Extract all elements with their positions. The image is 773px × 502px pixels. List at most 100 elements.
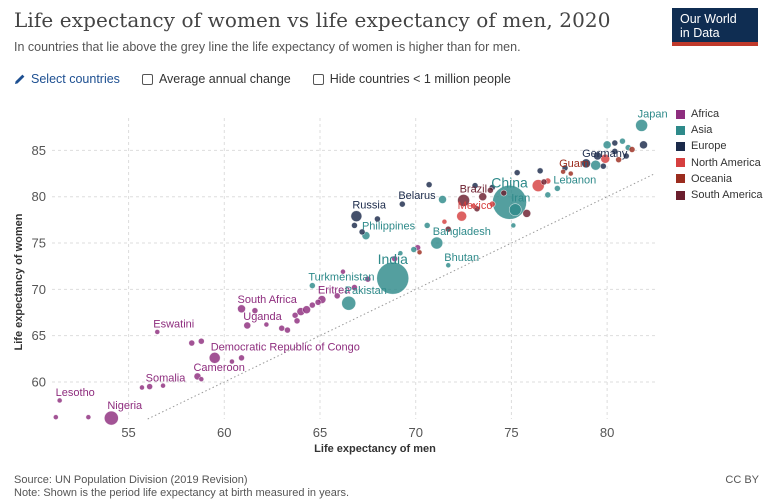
data-point[interactable] [590, 159, 601, 171]
data-point[interactable] [85, 414, 92, 420]
legend-item[interactable]: Asia [676, 122, 763, 138]
data-point[interactable] [635, 119, 648, 132]
data-point[interactable] [309, 282, 316, 289]
data-point[interactable] [581, 158, 591, 169]
data-point[interactable] [251, 307, 259, 314]
data-point[interactable] [293, 317, 301, 325]
legend-label: Asia [691, 124, 713, 137]
data-point[interactable] [139, 384, 145, 391]
data-point[interactable] [456, 210, 467, 222]
select-countries-button[interactable]: Select countries [14, 72, 120, 86]
data-point[interactable] [358, 228, 366, 236]
data-point[interactable] [397, 250, 404, 257]
data-point[interactable] [513, 169, 521, 176]
data-point[interactable] [500, 189, 508, 197]
average-annual-change-toggle[interactable]: Average annual change [141, 72, 291, 86]
data-point[interactable] [488, 200, 496, 208]
pencil-icon [15, 74, 25, 84]
data-point[interactable] [593, 151, 602, 161]
data-point[interactable] [445, 262, 452, 269]
data-point[interactable] [291, 311, 299, 319]
chart-title: Life expectancy of women vs life expecta… [14, 8, 611, 32]
data-point[interactable] [628, 146, 636, 153]
select-countries-label: Select countries [31, 72, 120, 86]
data-point[interactable] [351, 222, 358, 229]
data-point[interactable] [567, 170, 574, 177]
data-point[interactable] [243, 321, 252, 330]
data-point[interactable] [622, 152, 630, 160]
data-point[interactable] [544, 191, 552, 199]
data-point[interactable] [351, 284, 358, 291]
data-point[interactable] [444, 225, 452, 233]
hide-small-countries-toggle[interactable]: Hide countries < 1 million people [312, 72, 511, 86]
data-point[interactable] [350, 210, 363, 222]
data-point[interactable] [410, 246, 418, 253]
owid-logo[interactable]: Our World in Data [672, 8, 758, 46]
data-point[interactable] [309, 301, 316, 309]
data-point[interactable] [508, 203, 522, 216]
x-tick-label: 80 [600, 425, 614, 440]
data-point[interactable] [188, 339, 196, 347]
legend-item[interactable]: South America [676, 187, 763, 203]
data-point[interactable] [53, 414, 59, 420]
legend-item[interactable]: Europe [676, 138, 763, 154]
data-point[interactable] [154, 329, 161, 335]
data-point[interactable] [611, 148, 619, 155]
data-point[interactable] [302, 305, 311, 315]
data-point[interactable] [56, 397, 63, 404]
data-point[interactable] [471, 182, 479, 189]
data-point[interactable] [263, 321, 270, 328]
data-point[interactable] [522, 209, 532, 218]
x-axis-ticks: 55 60 65 70 75 80 [121, 425, 614, 440]
data-point[interactable] [536, 167, 544, 175]
data-point[interactable] [470, 203, 476, 209]
data-point[interactable] [560, 168, 566, 175]
data-point[interactable] [602, 140, 612, 150]
legend-item[interactable]: Oceania [676, 171, 763, 187]
legend-item[interactable]: North America [676, 155, 763, 171]
data-point[interactable] [376, 261, 410, 295]
data-point[interactable] [333, 292, 341, 300]
data-point[interactable] [341, 295, 357, 311]
data-point[interactable] [487, 186, 494, 194]
data-point[interactable] [364, 275, 372, 283]
point-label: Cameroon [193, 362, 244, 374]
data-point[interactable] [430, 236, 444, 250]
data-point[interactable] [104, 410, 119, 426]
data-point[interactable] [554, 185, 561, 192]
data-point[interactable] [510, 222, 517, 229]
data-point[interactable] [441, 218, 448, 225]
data-point[interactable] [423, 222, 431, 229]
data-point[interactable] [198, 376, 205, 382]
data-point[interactable] [198, 337, 205, 345]
data-point[interactable] [284, 326, 291, 334]
data-point[interactable] [391, 255, 398, 263]
data-point[interactable] [399, 200, 406, 208]
data-point[interactable] [237, 304, 246, 314]
data-point[interactable] [600, 162, 607, 170]
data-point[interactable] [238, 354, 245, 362]
data-point[interactable] [229, 358, 235, 365]
data-point[interactable] [611, 139, 619, 147]
data-point[interactable] [208, 352, 221, 364]
data-point[interactable] [340, 268, 346, 275]
data-point[interactable] [314, 299, 322, 306]
legend-swatch [676, 174, 685, 184]
data-point[interactable] [540, 178, 548, 186]
data-point[interactable] [615, 156, 622, 163]
data-point[interactable] [639, 140, 648, 150]
legend-item[interactable]: Africa [676, 106, 763, 122]
license-link[interactable]: CC BY [725, 474, 759, 486]
data-point[interactable] [438, 195, 447, 204]
data-point[interactable] [278, 324, 286, 332]
data-point[interactable] [425, 181, 433, 188]
data-point[interactable] [416, 249, 423, 256]
average-annual-change-checkbox[interactable] [141, 73, 153, 85]
data-point[interactable] [619, 137, 626, 145]
data-point[interactable] [457, 194, 470, 207]
data-point[interactable] [146, 383, 153, 390]
data-point[interactable] [374, 215, 381, 223]
data-point[interactable] [478, 192, 488, 202]
hide-small-countries-checkbox[interactable] [312, 73, 324, 85]
data-point[interactable] [160, 382, 166, 389]
